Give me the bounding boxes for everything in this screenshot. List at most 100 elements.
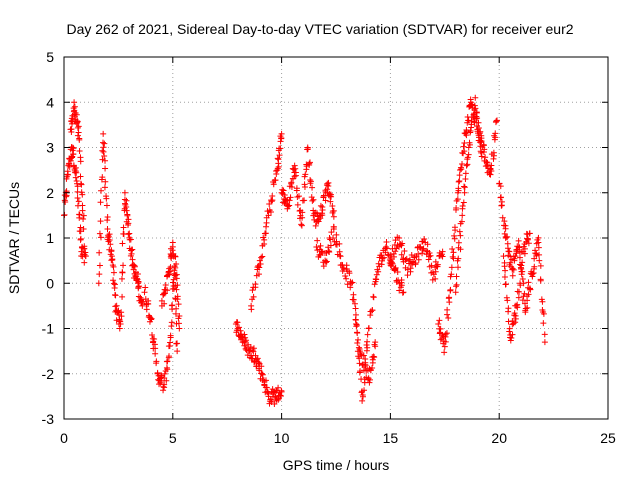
data-point [502, 225, 509, 232]
data-point [306, 159, 313, 166]
data-point [330, 213, 337, 220]
data-point [303, 161, 310, 168]
data-point [401, 247, 408, 254]
data-point [499, 214, 506, 221]
data-point [500, 253, 507, 260]
data-point [527, 286, 534, 293]
data-point [312, 209, 319, 216]
data-point [134, 270, 141, 277]
data-point [103, 202, 110, 209]
data-point [353, 320, 360, 327]
data-point [460, 143, 467, 150]
data-point [319, 207, 326, 214]
data-point [79, 191, 86, 198]
y-tick-label: -2 [42, 366, 55, 382]
data-point [100, 148, 107, 155]
data-point [383, 239, 390, 246]
data-point [120, 224, 127, 231]
data-point [537, 262, 544, 269]
data-point [415, 251, 422, 258]
data-point [361, 379, 368, 386]
data-point [521, 300, 528, 307]
data-point [343, 275, 350, 282]
data-point [116, 316, 123, 323]
data-point [267, 209, 274, 216]
data-point [163, 377, 170, 384]
data-point [68, 126, 75, 133]
data-point [71, 107, 78, 114]
data-point [256, 257, 263, 264]
y-tick-label: 3 [46, 140, 54, 156]
data-point [450, 249, 457, 256]
data-point [396, 287, 403, 294]
data-point [369, 359, 376, 366]
data-point [387, 252, 394, 259]
data-point [151, 336, 158, 343]
data-point [127, 252, 134, 259]
data-point [264, 389, 271, 396]
data-point [369, 365, 376, 372]
data-point [274, 155, 281, 162]
data-point [161, 300, 168, 307]
data-point [512, 253, 519, 260]
data-point [467, 129, 474, 136]
data-point [142, 284, 149, 291]
x-axis-label: GPS time / hours [283, 457, 390, 473]
data-point [392, 248, 399, 255]
data-point [74, 183, 81, 190]
data-point [325, 179, 332, 186]
data-point [373, 276, 380, 283]
data-point [77, 236, 84, 243]
data-point [74, 132, 81, 139]
x-tick-label: 5 [169, 430, 177, 446]
data-point [148, 316, 155, 323]
data-point [259, 371, 266, 378]
data-point [404, 272, 411, 279]
points-layer [61, 94, 548, 407]
data-point [288, 183, 295, 190]
data-point [75, 129, 82, 136]
data-point [258, 254, 265, 261]
data-point [76, 214, 83, 221]
data-point [491, 136, 498, 143]
data-point [370, 293, 377, 300]
data-point [475, 132, 482, 139]
data-point [115, 307, 122, 314]
data-point [318, 248, 325, 255]
data-point [539, 298, 546, 305]
data-point [459, 160, 466, 167]
data-point [456, 172, 463, 179]
data-point [506, 328, 513, 335]
data-point [70, 151, 77, 158]
data-point [504, 297, 511, 304]
data-point [492, 130, 499, 137]
data-point [169, 279, 176, 286]
data-point [371, 281, 378, 288]
data-point [173, 340, 180, 347]
data-point [456, 177, 463, 184]
data-point [425, 256, 432, 263]
data-point [73, 111, 80, 118]
data-point [354, 339, 361, 346]
data-point [104, 225, 111, 232]
data-point [80, 225, 87, 232]
data-point [458, 218, 465, 225]
data-point [426, 250, 433, 257]
data-point [463, 162, 470, 169]
data-point [435, 320, 442, 327]
data-point [448, 271, 455, 278]
data-point [501, 218, 508, 225]
data-point [337, 253, 344, 260]
data-point [100, 130, 107, 137]
data-point [312, 222, 319, 229]
data-point [419, 250, 426, 257]
data-point [252, 284, 259, 291]
data-point [524, 297, 531, 304]
data-point [170, 285, 177, 292]
data-point [325, 248, 332, 255]
data-point [327, 198, 334, 205]
data-point [174, 348, 181, 355]
data-point [475, 119, 482, 126]
data-point [104, 214, 111, 221]
data-point [277, 138, 284, 145]
